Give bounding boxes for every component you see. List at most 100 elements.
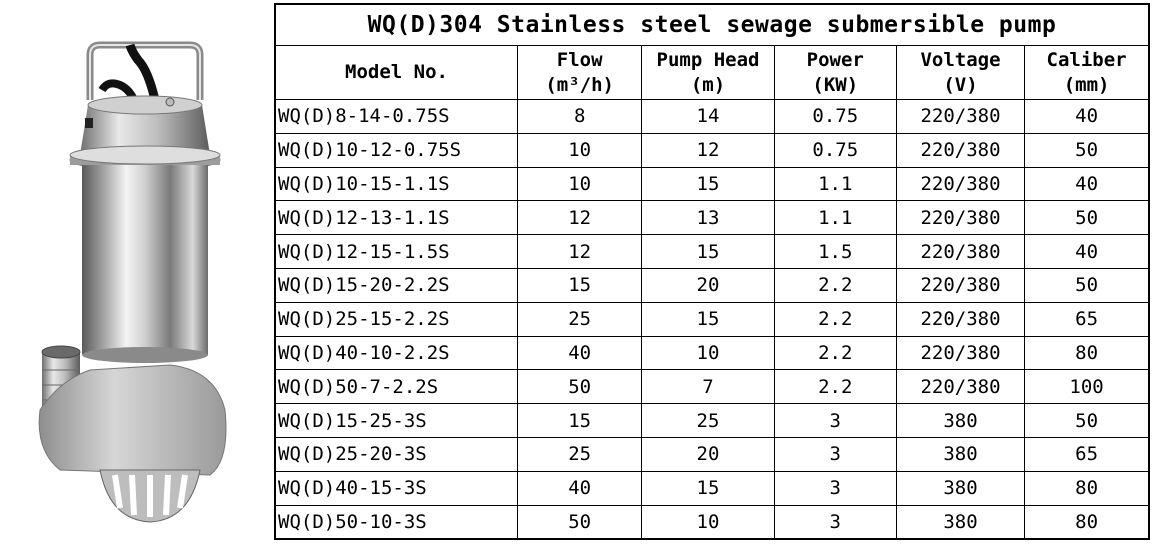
col-header-model: Model No.: [274, 45, 519, 100]
cell-head: 13: [641, 200, 775, 236]
cell-voltage: 220/380: [895, 166, 1026, 202]
cell-voltage: 380: [895, 403, 1026, 438]
table-row: WQ(D)50-10-3S 50 10 3 380 80: [274, 504, 1150, 540]
col-header-head: Pump Head (m): [641, 45, 775, 100]
cell-voltage: 220/380: [895, 132, 1026, 168]
table-row: WQ(D)40-15-3S 40 15 3 380 80: [274, 470, 1150, 506]
cell-model: WQ(D)40-10-2.2S: [274, 335, 519, 371]
table-row: WQ(D)15-20-2.2S 15 20 2.2 220/380 50: [274, 267, 1150, 303]
cell-power: 2.2: [773, 369, 897, 405]
cell-power: 2.2: [773, 267, 897, 303]
col-header-caliber-label: Caliber: [1046, 48, 1127, 71]
col-header-voltage-unit: (V): [943, 73, 978, 96]
cell-voltage: 380: [895, 470, 1026, 506]
cell-head: 10: [641, 504, 775, 540]
cell-caliber: 40: [1024, 234, 1150, 269]
cell-caliber: 50: [1024, 403, 1150, 438]
cell-caliber: 80: [1024, 504, 1150, 540]
table-row: WQ(D)50-7-2.2S 50 7 2.2 220/380 100: [274, 369, 1150, 405]
table-row: WQ(D)8-14-0.75S 8 14 0.75 220/380 40: [274, 99, 1150, 134]
cell-head: 14: [641, 99, 775, 134]
cell-voltage: 220/380: [895, 99, 1026, 134]
cell-caliber: 65: [1024, 436, 1150, 472]
cell-model: WQ(D)50-7-2.2S: [274, 369, 519, 405]
cell-model: WQ(D)15-20-2.2S: [274, 267, 519, 303]
cell-head: 15: [641, 301, 775, 337]
cell-voltage: 380: [895, 436, 1026, 472]
cell-flow: 50: [517, 369, 643, 405]
cell-head: 15: [641, 166, 775, 202]
cell-voltage: 220/380: [895, 267, 1026, 303]
cell-power: 2.2: [773, 301, 897, 337]
cell-caliber: 100: [1024, 369, 1150, 405]
col-header-head-unit: (m): [690, 73, 726, 96]
cell-head: 12: [641, 132, 775, 168]
cell-flow: 12: [517, 200, 643, 236]
cell-caliber: 40: [1024, 99, 1150, 134]
cell-head: 20: [641, 436, 775, 472]
cell-flow: 10: [517, 132, 643, 168]
cell-power: 0.75: [773, 132, 897, 168]
cell-voltage: 380: [895, 504, 1026, 540]
table-row: WQ(D)12-15-1.5S 12 15 1.5 220/380 40: [274, 234, 1150, 269]
col-header-flow-unit: (m³/h): [545, 73, 614, 96]
col-header-power-label: Power: [806, 48, 864, 71]
cell-caliber: 80: [1024, 335, 1150, 371]
cell-flow: 50: [517, 504, 643, 540]
cell-flow: 40: [517, 335, 643, 371]
cell-head: 15: [641, 234, 775, 269]
table-row: WQ(D)10-12-0.75S 10 12 0.75 220/380 50: [274, 132, 1150, 168]
cell-power: 3: [773, 470, 897, 506]
cell-flow: 25: [517, 301, 643, 337]
cell-caliber: 80: [1024, 470, 1150, 506]
table-row: WQ(D)25-20-3S 25 20 3 380 65: [274, 436, 1150, 472]
table-title: WQ(D)304 Stainless steel sewage submersi…: [274, 3, 1150, 46]
cell-model: WQ(D)12-13-1.1S: [274, 200, 519, 236]
cell-head: 7: [641, 369, 775, 405]
col-header-voltage: Voltage (V): [895, 45, 1026, 100]
col-header-flow: Flow (m³/h): [517, 45, 643, 100]
cell-caliber: 50: [1024, 267, 1150, 303]
cell-voltage: 220/380: [895, 234, 1026, 269]
col-header-power-unit: (KW): [812, 73, 859, 96]
cell-power: 2.2: [773, 335, 897, 371]
cell-model: WQ(D)25-15-2.2S: [274, 301, 519, 337]
cell-head: 10: [641, 335, 775, 371]
cell-model: WQ(D)10-15-1.1S: [274, 166, 519, 202]
table-row: WQ(D)40-10-2.2S 40 10 2.2 220/380 80: [274, 335, 1150, 371]
cell-head: 20: [641, 267, 775, 303]
col-header-caliber-unit: (mm): [1063, 73, 1110, 96]
cell-flow: 12: [517, 234, 643, 269]
cell-voltage: 220/380: [895, 369, 1026, 405]
cell-power: 1.1: [773, 200, 897, 236]
cell-model: WQ(D)12-15-1.5S: [274, 234, 519, 269]
table-row: WQ(D)25-15-2.2S 25 15 2.2 220/380 65: [274, 301, 1150, 337]
cell-flow: 15: [517, 267, 643, 303]
cell-head: 25: [641, 403, 775, 438]
table-row: WQ(D)12-13-1.1S 12 13 1.1 220/380 50: [274, 200, 1150, 236]
cell-model: WQ(D)25-20-3S: [274, 436, 519, 472]
table-body: WQ(D)8-14-0.75S 8 14 0.75 220/380 40 WQ(D)10-1…: [274, 99, 1150, 540]
cell-power: 1.1: [773, 166, 897, 202]
cell-power: 3: [773, 403, 897, 438]
cell-caliber: 50: [1024, 200, 1150, 236]
cell-flow: 40: [517, 470, 643, 506]
spec-table: WQ(D)304 Stainless steel sewage submersi…: [274, 3, 1150, 541]
cell-model: WQ(D)10-12-0.75S: [274, 132, 519, 168]
cell-power: 1.5: [773, 234, 897, 269]
cell-power: 3: [773, 504, 897, 540]
cell-voltage: 220/380: [895, 335, 1026, 371]
col-header-caliber: Caliber (mm): [1024, 45, 1150, 100]
col-header-flow-label: Flow: [556, 48, 603, 71]
col-header-power: Power (KW): [773, 45, 897, 100]
cell-power: 0.75: [773, 99, 897, 134]
pump-image: [38, 41, 227, 523]
col-header-head-label: Pump Head: [656, 48, 760, 71]
table-row: WQ(D)10-15-1.1S 10 15 1.1 220/380 40: [274, 166, 1150, 202]
cell-model: WQ(D)40-15-3S: [274, 470, 519, 506]
cell-voltage: 220/380: [895, 301, 1026, 337]
cell-flow: 25: [517, 436, 643, 472]
cell-flow: 8: [517, 99, 643, 134]
cell-model: WQ(D)15-25-3S: [274, 403, 519, 438]
cell-model: WQ(D)8-14-0.75S: [274, 99, 519, 134]
